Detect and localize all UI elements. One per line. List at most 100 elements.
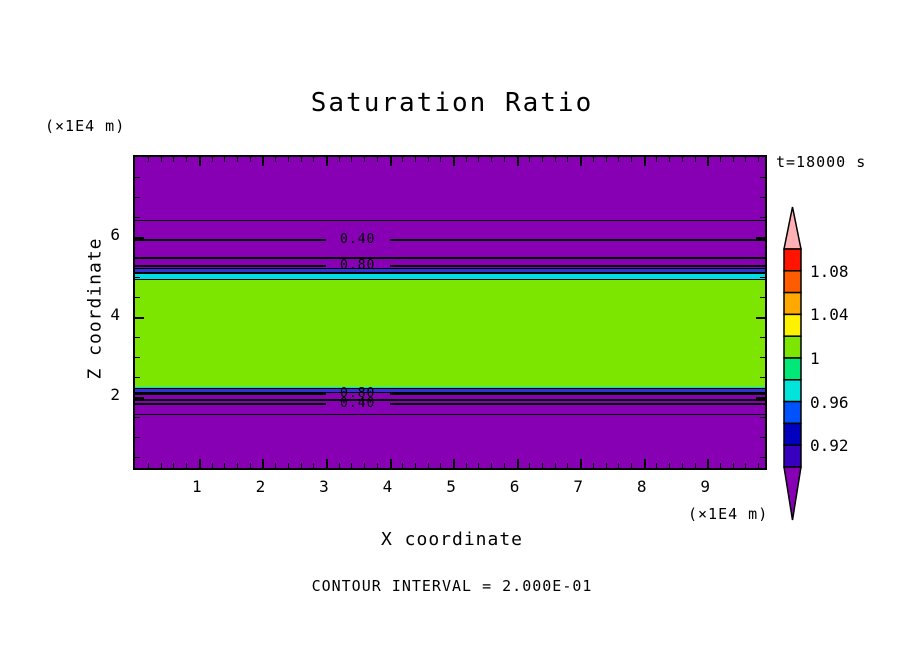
x-tick	[758, 157, 760, 162]
colorbar-segment	[783, 400, 802, 425]
x-tick	[732, 463, 734, 468]
contour-label-0.40: 0.40	[340, 232, 376, 247]
x-tick	[592, 157, 594, 162]
x-tick	[694, 463, 696, 468]
contour-line-0.80	[135, 265, 326, 267]
x-tick	[707, 157, 710, 166]
contour-line-0.40	[389, 403, 765, 405]
y-tick	[135, 217, 140, 218]
x-tick	[529, 157, 531, 162]
x-tick	[453, 157, 456, 166]
x-tick-label: 6	[509, 477, 520, 496]
x-tick	[580, 157, 583, 166]
x-tick	[669, 157, 671, 162]
y-tick	[135, 297, 140, 298]
x-tick	[402, 463, 404, 468]
x-tick	[745, 157, 747, 162]
y-tick	[135, 237, 144, 239]
contour-label-0.80: 0.80	[340, 258, 376, 273]
colorbar-top-arrow	[783, 206, 802, 250]
x-tick	[440, 463, 442, 468]
colorbar-segment	[783, 270, 802, 294]
x-tick	[376, 463, 378, 468]
x-tick	[262, 459, 265, 468]
x-tick	[618, 463, 620, 468]
x-axis-title: X coordinate	[380, 529, 524, 550]
x-tick	[236, 463, 238, 468]
y-tick	[135, 397, 144, 399]
x-tick	[236, 157, 238, 162]
colorbar-segment	[783, 422, 802, 446]
x-tick	[643, 157, 646, 166]
contour-line-0.20	[135, 219, 765, 221]
y-tick-label: 2	[110, 385, 120, 404]
colorbar-segment	[783, 291, 802, 316]
contour-line-0.60	[135, 399, 765, 401]
x-tick	[427, 463, 429, 468]
plot-area: 0.40 0.80 0.80 0.40	[133, 155, 767, 470]
x-tick	[148, 463, 149, 468]
band-green-core	[135, 280, 765, 387]
x-tick	[160, 463, 162, 468]
x-tick-label: 1	[192, 477, 202, 496]
x-tick	[542, 463, 544, 468]
colorbar-segment	[783, 444, 802, 468]
y-tick	[135, 437, 140, 438]
x-tick	[287, 157, 289, 162]
y-tick	[756, 237, 765, 239]
x-tick	[414, 463, 416, 468]
colorbar-segment	[783, 357, 802, 381]
x-tick	[338, 463, 340, 468]
y-tick	[760, 357, 765, 358]
x-tick	[440, 157, 442, 162]
y-tick	[135, 337, 140, 338]
x-tick-label: 2	[255, 477, 266, 496]
y-axis-title: Z coordinate	[84, 237, 106, 380]
y-tick	[135, 277, 140, 278]
x-tick	[516, 459, 519, 468]
y-axis-unit-label: (×1E4 m)	[45, 117, 126, 135]
y-tick	[760, 277, 765, 278]
x-tick	[554, 157, 556, 162]
x-tick	[160, 157, 162, 162]
x-tick	[656, 463, 658, 468]
y-tick	[135, 317, 144, 319]
x-tick	[592, 463, 594, 468]
x-tick	[389, 459, 392, 468]
x-tick	[630, 157, 632, 162]
y-tick	[135, 377, 140, 378]
x-tick	[364, 463, 366, 468]
x-tick	[681, 463, 683, 468]
colorbar-label: 0.92	[810, 436, 849, 456]
x-tick	[478, 463, 480, 468]
x-tick	[249, 157, 251, 162]
x-tick	[300, 157, 302, 162]
x-tick	[707, 459, 710, 468]
x-tick	[325, 459, 328, 468]
x-tick	[427, 157, 429, 162]
x-tick	[656, 157, 658, 162]
y-tick	[760, 177, 765, 178]
colorbar-label: 0.96	[810, 392, 849, 412]
x-tick	[414, 157, 416, 162]
x-tick	[364, 157, 366, 162]
x-tick	[618, 157, 620, 162]
x-tick-label: 5	[446, 477, 456, 496]
x-tick	[732, 157, 734, 162]
band-cyan-strip-bottom	[135, 387, 765, 388]
time-annotation: t=18000 s	[776, 153, 867, 171]
band-blue-strip-top	[135, 267, 765, 273]
colorbar-bottom-arrow	[783, 466, 802, 521]
colorbar-segment	[783, 379, 802, 403]
x-tick	[224, 157, 226, 162]
x-tick-label: 9	[700, 477, 711, 496]
x-tick	[503, 463, 505, 468]
y-tick	[760, 197, 765, 198]
x-tick	[389, 157, 392, 166]
colorbar	[783, 206, 802, 521]
contour-line-0.80	[389, 393, 765, 395]
y-tick	[135, 417, 140, 418]
contour-line-0.40	[135, 403, 326, 405]
x-tick	[313, 157, 315, 162]
